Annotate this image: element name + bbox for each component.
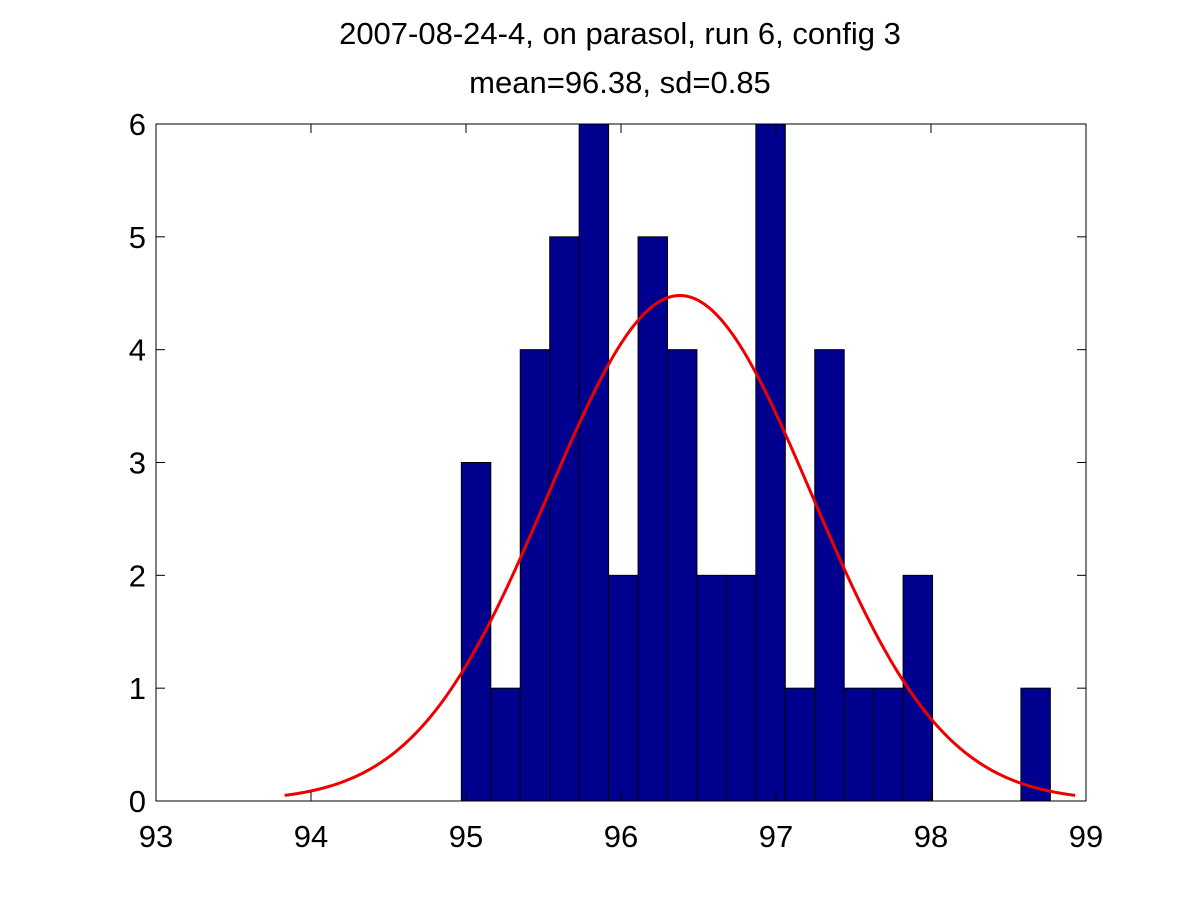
histogram-bar bbox=[667, 349, 698, 802]
histogram-bar bbox=[608, 574, 639, 802]
histogram-bar bbox=[490, 687, 521, 802]
y-tick-label: 0 bbox=[129, 784, 146, 819]
y-tick-label: 3 bbox=[129, 446, 146, 481]
histogram-bar bbox=[725, 574, 757, 802]
x-tick-label: 98 bbox=[914, 819, 948, 854]
histogram-bar bbox=[578, 123, 610, 802]
histogram-bar bbox=[637, 236, 668, 802]
histogram-bar bbox=[1020, 687, 1051, 802]
y-tick-labels: 0 1 2 3 4 5 6 bbox=[129, 107, 146, 819]
y-tick-label: 5 bbox=[129, 220, 146, 255]
histogram-bar bbox=[843, 687, 875, 802]
x-tick-label: 96 bbox=[604, 819, 638, 854]
x-tick-label: 95 bbox=[449, 819, 483, 854]
x-tick-labels: 93 94 95 96 97 98 99 bbox=[139, 819, 1103, 854]
y-tick-label: 1 bbox=[129, 671, 146, 706]
normal-fit-curve bbox=[284, 294, 1076, 797]
y-tick-label: 6 bbox=[129, 107, 146, 142]
y-tick-label: 2 bbox=[129, 558, 146, 593]
x-tick-label: 99 bbox=[1069, 819, 1103, 854]
y-tick-label: 4 bbox=[129, 333, 146, 368]
histogram-bars bbox=[460, 123, 1051, 802]
chart-subtitle: mean=96.38, sd=0.85 bbox=[469, 65, 771, 100]
histogram-bar bbox=[696, 574, 727, 802]
histogram-bar bbox=[519, 349, 551, 802]
histogram-bar bbox=[873, 687, 904, 802]
chart-title: 2007-08-24-4, on parasol, run 6, config … bbox=[339, 16, 901, 51]
x-tick-label: 94 bbox=[294, 819, 328, 854]
axis-ticks bbox=[155, 123, 1087, 802]
histogram-bar bbox=[755, 123, 786, 802]
x-tick-label: 93 bbox=[139, 819, 173, 854]
fit-curve-layer bbox=[284, 294, 1076, 797]
histogram-bar bbox=[549, 236, 580, 802]
histogram-bar bbox=[784, 687, 816, 802]
histogram-bar bbox=[814, 349, 845, 802]
x-tick-label: 97 bbox=[759, 819, 793, 854]
